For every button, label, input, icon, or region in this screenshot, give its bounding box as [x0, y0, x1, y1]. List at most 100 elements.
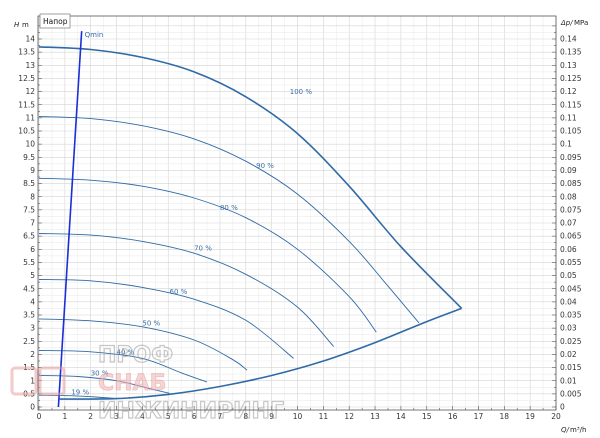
x-tick-label: 18 [500, 412, 510, 421]
y-right-tick-label: 0.135 [560, 48, 582, 57]
y-right-tick-label: 0.04 [560, 297, 577, 306]
y-left-tick-label: 4 [30, 297, 35, 306]
y-right-tick-label: 0.02 [560, 350, 577, 359]
watermark-logo: ПРОФ СНАБ ИНЖИНИРИНГ [10, 342, 285, 425]
speed-curve-40 [38, 350, 208, 383]
y-left-tick-label: 2.5 [23, 337, 35, 346]
y-left-tick-label: 8.5 [23, 179, 35, 188]
y-left-tick-label: 6.5 [23, 232, 35, 241]
y-right-tick-label: 0.105 [560, 127, 582, 136]
y-right-tick-label: 0.03 [560, 324, 577, 333]
x-tick-label: 19 [525, 412, 535, 421]
y-left-tick-label: 2 [30, 350, 35, 359]
legend-box [39, 13, 71, 29]
speed-curve-90 [38, 116, 420, 324]
y-left-tick-label: 9.5 [23, 153, 35, 162]
x-tick-label: 0 [37, 412, 42, 421]
y-right-tick-label: 0.015 [560, 363, 582, 372]
speed-curve-100 [38, 46, 463, 309]
y-right-tick-label: 0.08 [560, 192, 577, 201]
y-right-tick-label: 0.13 [560, 61, 577, 70]
speed-curve-50 [38, 318, 248, 371]
y-right-tick-label: 0.06 [560, 245, 577, 254]
x-tick-label: 3 [114, 412, 119, 421]
y-left-axis-unit: m [22, 21, 29, 29]
y-left-tick-label: 3 [30, 324, 35, 333]
axis-ticks: 0 1 2 3 4 5 6 7 8 9 10 11 12 13 14 15 16 17 18 19 2000.511.5… [18, 25, 582, 421]
x-tick-label: 15 [422, 412, 432, 421]
y-left-tick-label: 14 [25, 35, 35, 44]
x-tick-label: 16 [448, 412, 458, 421]
curve-label-19: 19 % [71, 388, 89, 396]
y-right-tick-label: 0.14 [560, 35, 577, 44]
watermark-logo-box [10, 366, 38, 396]
x-tick-label: 13 [370, 412, 380, 421]
y-right-tick-label: 0 [560, 403, 565, 412]
speed-curve-70 [38, 233, 335, 347]
y-right-tick-label: 0.075 [560, 205, 582, 214]
envelope-curve [59, 307, 462, 400]
x-tick-label: 1 [62, 412, 67, 421]
y-left-tick-label: 13.5 [18, 48, 35, 57]
curves [38, 31, 463, 408]
x-tick-label: 12 [344, 412, 354, 421]
y-left-tick-label: 10.5 [18, 127, 35, 136]
y-left-tick-label: 7.5 [23, 205, 35, 214]
y-right-axis-label: Δp/ [560, 19, 573, 27]
y-left-tick-label: 11.5 [18, 100, 35, 109]
y-left-tick-label: 5 [30, 271, 35, 280]
y-right-tick-label: 0.07 [560, 219, 577, 228]
y-left-tick-label: 3.5 [23, 311, 35, 320]
y-left-tick-label: 8 [30, 192, 35, 201]
y-left-tick-label: 5.5 [23, 258, 35, 267]
x-tick-label: 17 [474, 412, 484, 421]
x-tick-label: 20 [551, 412, 561, 421]
y-right-tick-label: 0.025 [560, 337, 582, 346]
legend-label: Напор [43, 17, 68, 26]
y-left-tick-label: 0 [30, 403, 35, 412]
x-axis-unit: m³/h [570, 426, 586, 434]
x-tick-label: 11 [319, 412, 329, 421]
watermark-line-3: ИНЖИНИРИНГ [98, 399, 284, 424]
curve-label-70: 70 % [194, 245, 212, 253]
x-tick-label: 14 [396, 412, 406, 421]
curve-label-80: 80 % [220, 204, 238, 212]
x-tick-label: 5 [166, 412, 171, 421]
y-right-tick-label: 0.01 [560, 376, 577, 385]
curve-label-90: 90 % [256, 162, 274, 170]
x-tick-label: 7 [218, 412, 223, 421]
x-tick-label: 6 [192, 412, 197, 421]
y-right-tick-label: 0.035 [560, 311, 582, 320]
y-left-tick-label: 7 [30, 219, 35, 228]
y-left-tick-label: 13 [25, 61, 35, 70]
x-tick-label: 9 [269, 412, 274, 421]
y-left-tick-label: 6 [30, 245, 35, 254]
curve-label-100: 100 % [290, 88, 313, 96]
y-right-tick-label: 0.125 [560, 74, 582, 83]
speed-curve-60 [38, 279, 294, 359]
x-tick-label: 10 [293, 412, 303, 421]
legend: Напор [39, 13, 71, 29]
y-left-axis-label: H [14, 21, 20, 29]
y-right-tick-label: 0.115 [560, 100, 582, 109]
x-tick-label: 2 [88, 412, 93, 421]
y-right-tick-label: 0.12 [560, 87, 577, 96]
y-right-tick-label: 0.09 [560, 166, 577, 175]
y-left-tick-label: 10 [25, 140, 35, 149]
y-right-tick-label: 0.11 [560, 113, 577, 122]
curve-label-60: 60 % [170, 288, 188, 296]
y-right-axis-unit: MPa [574, 19, 588, 27]
y-left-tick-label: 1 [30, 376, 35, 385]
y-right-tick-label: 0.095 [560, 153, 582, 162]
x-tick-label: 4 [140, 412, 145, 421]
y-left-tick-label: 12.5 [18, 74, 35, 83]
watermark-line-1: ПРОФ [98, 343, 173, 368]
watermark-line-2: СНАБ [98, 371, 166, 396]
y-left-tick-label: 4.5 [23, 284, 35, 293]
y-right-tick-label: 0.005 [560, 389, 582, 398]
curve-labels: 100 % 90 % 80 % 70 % 60 % 50 % 40 % 30 % 19 % Qmi… [71, 31, 312, 396]
curve-label-30: 30 % [91, 369, 109, 377]
